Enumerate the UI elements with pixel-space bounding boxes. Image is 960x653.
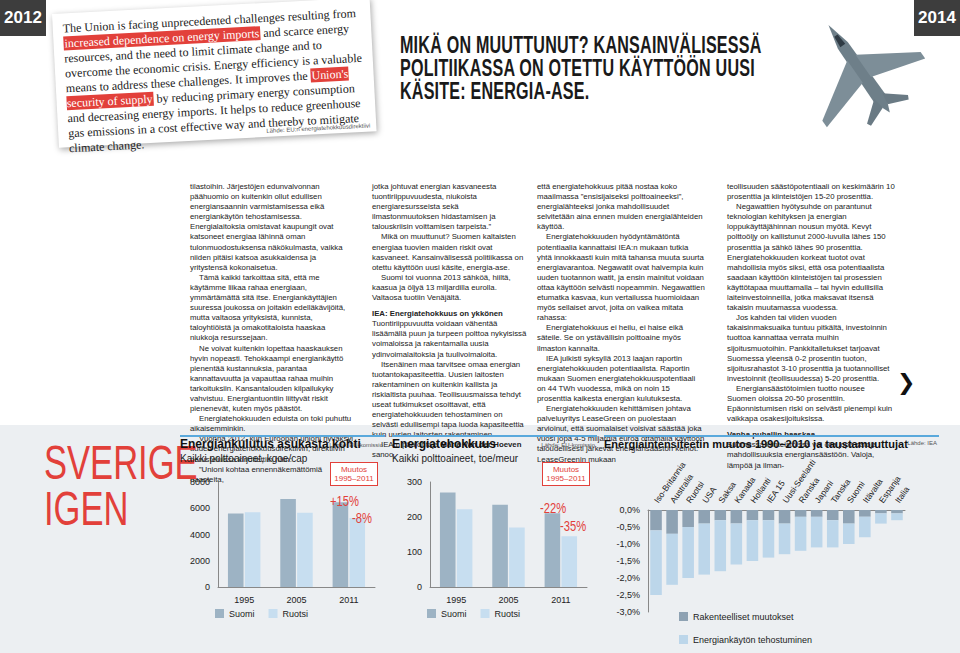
svg-text:200: 200 [407,512,422,522]
svg-text:2011: 2011 [551,595,570,605]
svg-text:Lähde: EU-komissio: Lähde: EU-komissio [541,442,595,448]
svg-text:Italia: Italia [893,484,912,505]
svg-text:2005: 2005 [498,595,518,605]
svg-text:1995: 1995 [446,595,466,605]
svg-text:Kaikki polttoaineet, kgoe/cap: Kaikki polttoaineet, kgoe/cap [180,453,308,464]
svg-text:-2,0%: -2,0% [616,573,640,583]
svg-text:8000: 8000 [190,477,210,487]
svg-text:300: 300 [407,477,422,487]
svg-text:-1,0%: -1,0% [616,539,640,549]
svg-text:2011: 2011 [339,595,358,605]
svg-text:-1,5%: -1,5% [616,556,640,566]
svg-text:Kaikki polttoaineet, toe/meur: Kaikki polttoaineet, toe/meur [392,453,519,464]
svg-text:Energiankäytön tehostuminen: Energiankäytön tehostuminen [693,635,812,645]
svg-text:1995: 1995 [234,595,254,605]
svg-text:Ruotsi: Ruotsi [495,609,521,619]
svg-text:Energiaintensiteetin muutos 19: Energiaintensiteetin muutos 1990–2010 ja… [604,438,908,450]
svg-text:0,0%: 0,0% [619,505,640,515]
svg-text:Energiankulutus asukasta kohti: Energiankulutus asukasta kohti [180,438,361,451]
svg-text:Energiatehokkuus: Energiatehokkuus [392,438,496,451]
svg-text:6000: 6000 [190,503,210,513]
svg-text:0: 0 [205,582,210,592]
svg-text:-0,5%: -0,5% [616,522,640,532]
svg-text:Suomi: Suomi [229,609,255,619]
svg-text:Suomi: Suomi [441,609,467,619]
svg-text:2005: 2005 [286,595,306,605]
svg-text:USA: USA [700,485,718,505]
svg-text:Ruotsi: Ruotsi [283,609,309,619]
svg-text:-3,0%: -3,0% [616,607,640,617]
svg-text:2000: 2000 [190,556,210,566]
svg-text:4000: 4000 [190,530,210,540]
svg-text:100: 100 [407,547,422,557]
svg-text:0: 0 [417,582,422,592]
svg-text:Rakenteelliset muutokset: Rakenteelliset muutokset [693,612,794,622]
svg-text:-2,5%: -2,5% [616,590,640,600]
svg-text:Lähde: IEA: Lähde: IEA [907,440,937,446]
